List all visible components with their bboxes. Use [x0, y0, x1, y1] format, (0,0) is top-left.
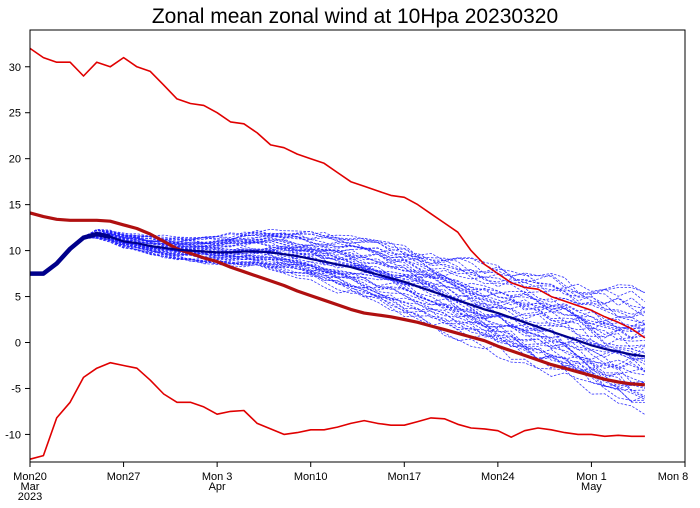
- ensemble-member-line: [29, 228, 646, 318]
- ensemble-member-line: [29, 231, 646, 339]
- x-tick-label: Mon27: [107, 471, 141, 483]
- x-tick-label: Apr: [209, 481, 226, 493]
- ensemble-member-line: [30, 232, 646, 354]
- ensemble-member-line: [29, 229, 646, 331]
- x-tick-label: 2023: [18, 491, 42, 503]
- x-tick-label: Mon10: [294, 471, 328, 483]
- ensemble-member-line: [30, 236, 645, 403]
- ensemble-member-line: [29, 229, 646, 296]
- y-tick-label: -5: [11, 383, 21, 395]
- plot-frame: [29, 29, 686, 463]
- y-tick-label: 25: [9, 108, 21, 120]
- y-tick-label: 5: [15, 292, 21, 304]
- ensemble-member-line: [29, 233, 646, 365]
- y-axis: -10 -5 0 5 10 15 20 25 30: [5, 62, 30, 441]
- x-tick-label: Mon24: [481, 471, 515, 483]
- climatology-min-line: [29, 361, 645, 460]
- ensemble-member-line: [29, 230, 646, 330]
- series-layer: [29, 47, 646, 460]
- ensemble-member-line: [29, 237, 645, 391]
- ensemble-member-line: [29, 234, 646, 361]
- ensemble-member-line: [29, 231, 645, 339]
- y-tick-label: -10: [5, 429, 21, 441]
- x-tick-label: Mar: [21, 481, 40, 493]
- ensemble-mean-line: [30, 233, 646, 358]
- ensemble-member-line: [29, 235, 645, 360]
- chart-title: Zonal mean zonal wind at 10Hpa 20230320: [152, 5, 558, 28]
- ensemble-member-line: [29, 232, 646, 340]
- x-tick-label: Mon 8: [658, 471, 689, 483]
- ensemble-members-layer: [29, 228, 646, 415]
- y-tick-label: 10: [9, 246, 21, 258]
- x-tick-label: Mon20: [13, 471, 47, 483]
- ensemble-member-line: [29, 235, 646, 398]
- ensemble-member-line: [29, 229, 646, 318]
- ensemble-member-line: [29, 229, 646, 297]
- x-tick-label: Mon 1: [576, 471, 607, 483]
- ensemble-member-line: [29, 229, 646, 331]
- y-tick-label: 20: [9, 154, 21, 166]
- ensemble-member-line: [29, 234, 646, 363]
- ensemble-member-line: [30, 229, 646, 303]
- ensemble-member-line: [29, 229, 646, 310]
- x-tick-label: Mon 3: [202, 471, 233, 483]
- ensemble-member-line: [29, 236, 646, 397]
- ensemble-member-line: [29, 231, 645, 325]
- ensemble-member-line: [29, 228, 646, 317]
- y-tick-label: 30: [9, 62, 21, 74]
- ensemble-member-line: [29, 235, 646, 372]
- y-tick-label: 0: [15, 338, 21, 350]
- climatology-max-line: [29, 47, 646, 339]
- ensemble-member-line: [29, 229, 645, 315]
- ensemble-member-line: [30, 232, 645, 342]
- climatology-mean-line: [29, 211, 646, 387]
- x-tick-label: Mon17: [387, 471, 421, 483]
- ensemble-member-line: [29, 237, 645, 388]
- y-tick-label: 15: [9, 200, 21, 212]
- x-tick-label: May: [581, 481, 602, 493]
- ensemble-member-line: [29, 236, 646, 403]
- ensemble-mean-initial-segment: [30, 231, 111, 276]
- ensemble-member-line: [29, 234, 646, 389]
